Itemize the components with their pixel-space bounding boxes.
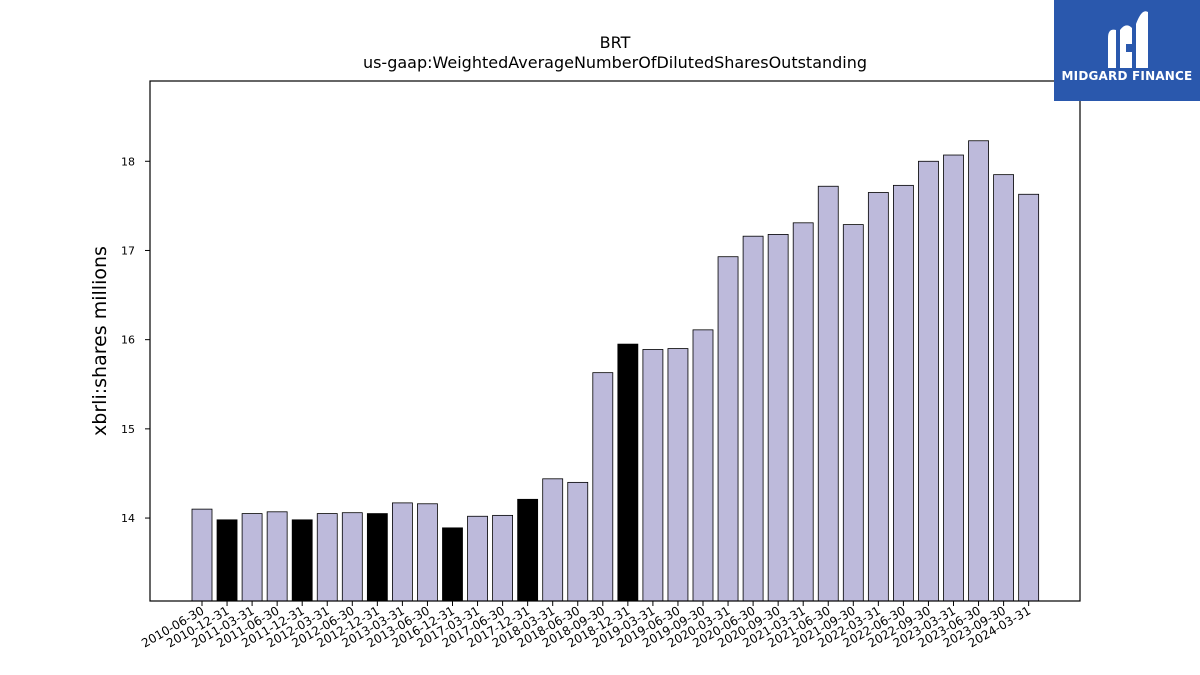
bar-2018-06-30: [567, 481, 589, 602]
bar-2012-12-31: [366, 513, 388, 602]
bar-2016-12-31: [442, 527, 463, 602]
bar-2017-12-31: [517, 498, 539, 602]
y-tick-label: 16: [121, 334, 135, 347]
bar-2019-03-31: [642, 349, 664, 602]
y-axis-ticks: 14 15 16 17 18: [121, 155, 150, 525]
bar-2020-09-30: [767, 234, 789, 602]
y-tick-label: 18: [121, 155, 135, 168]
logo-text: MIDGARD FINANCE: [1061, 69, 1193, 83]
bar-2011-06-30: [266, 511, 288, 602]
bar-2022-06-30: [893, 184, 914, 602]
bar-2022-03-31: [867, 192, 889, 602]
bar-2012-06-30: [341, 512, 363, 602]
bar-2010-06-30: [191, 508, 213, 602]
midgard-finance-logo: MIDGARD FINANCE: [1054, 0, 1200, 101]
bar-2019-06-30: [667, 348, 689, 602]
bar-2019-09-30: [692, 329, 714, 602]
y-tick-label: 15: [121, 423, 135, 436]
bar-2022-09-30: [918, 160, 939, 602]
x-axis-ticks: 2010-06-302010-12-312011-03-312011-06-30…: [139, 601, 1033, 650]
y-tick-label: 14: [121, 512, 135, 525]
bar-2017-06-30: [492, 514, 514, 602]
bars-group: [191, 140, 1040, 602]
logo-mark-icon: [1108, 11, 1148, 68]
bar-2021-06-30: [817, 185, 839, 602]
bar-2018-09-30: [592, 372, 614, 602]
bar-2010-12-31: [216, 519, 238, 602]
bar-2020-03-31: [717, 256, 739, 602]
y-tick-label: 17: [121, 244, 135, 257]
bar-2023-06-30: [968, 140, 989, 602]
bar-2018-03-31: [542, 478, 564, 602]
chart-subtitle: us-gaap:WeightedAverageNumberOfDilutedSh…: [362, 53, 868, 72]
bar-2023-03-31: [943, 154, 964, 602]
bar-2021-03-31: [792, 222, 814, 602]
bar-2018-12-31: [617, 343, 639, 602]
chart-title: BRT: [599, 33, 631, 52]
bar-2013-06-30: [417, 503, 438, 602]
bar-2017-03-31: [467, 515, 488, 602]
bar-2023-09-30: [993, 174, 1014, 602]
bar-2024-03-31: [1018, 193, 1040, 602]
bar-2013-03-31: [391, 502, 413, 602]
plot-frame: [149, 80, 1081, 602]
bar-2011-12-31: [291, 519, 313, 602]
bar-2011-03-31: [241, 513, 263, 602]
bar-2012-03-31: [316, 513, 338, 602]
bar-2020-06-30: [742, 235, 764, 602]
bar-2021-09-30: [842, 224, 864, 602]
